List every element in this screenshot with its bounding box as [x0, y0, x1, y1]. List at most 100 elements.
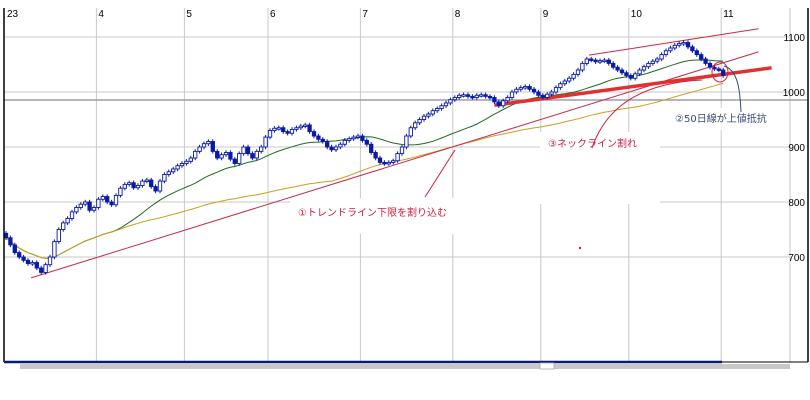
candle — [487, 95, 493, 99]
annotation-neckline-break: ③ネックライン割れ — [548, 137, 637, 150]
candle — [263, 136, 268, 148]
candle — [545, 93, 550, 98]
y-tick-label: 1000 — [783, 88, 806, 99]
moving-averages — [5, 59, 724, 259]
x-axis-labels: 23 4 5 6 7 8 9 10 11 — [7, 9, 734, 20]
candle — [558, 83, 563, 89]
candle — [206, 141, 211, 145]
candle — [540, 94, 545, 98]
neckline — [494, 66, 772, 107]
candle — [166, 171, 171, 175]
x-tick-label: 5 — [186, 9, 192, 20]
candle — [219, 154, 224, 159]
candle — [149, 179, 154, 188]
candle — [461, 94, 466, 97]
candle — [501, 100, 506, 107]
candle — [668, 47, 673, 52]
candle — [17, 252, 22, 258]
candle — [259, 146, 264, 152]
candle — [606, 59, 611, 64]
candle — [157, 180, 163, 192]
x-tick-label: 11 — [723, 9, 734, 20]
x-tick-label: 4 — [98, 9, 104, 20]
candle — [47, 256, 53, 266]
candle — [474, 94, 479, 98]
label-bg-2 — [665, 108, 777, 130]
candle — [404, 135, 409, 148]
candle — [74, 207, 79, 213]
candle — [69, 211, 75, 219]
candle — [628, 75, 633, 79]
candle — [241, 146, 246, 155]
candle — [690, 46, 695, 52]
candle — [307, 124, 312, 133]
candle — [272, 127, 277, 131]
candle — [395, 153, 400, 162]
y-tick-label: 800 — [788, 198, 805, 209]
candle — [716, 68, 721, 71]
candle — [655, 58, 660, 62]
x-tick-label: 9 — [543, 9, 549, 20]
candle — [514, 88, 519, 93]
candle — [672, 44, 677, 49]
x-tick-label: 6 — [270, 9, 276, 20]
candle — [593, 59, 598, 63]
candle — [232, 158, 237, 164]
candle — [100, 196, 105, 200]
candle — [575, 69, 581, 75]
candle — [201, 143, 207, 148]
candle — [611, 62, 616, 68]
candle — [303, 124, 308, 127]
candle — [113, 194, 119, 206]
trend-lines — [30, 28, 772, 279]
candle — [329, 146, 334, 151]
candle — [584, 58, 589, 64]
scrollbar-thumb[interactable] — [539, 362, 555, 370]
candlesticks — [3, 40, 726, 275]
candle — [509, 91, 515, 98]
candle — [523, 86, 528, 89]
candle — [448, 99, 453, 104]
candle — [179, 163, 185, 167]
candle — [171, 168, 176, 173]
label-bg-1 — [290, 198, 540, 234]
channel-upper — [588, 28, 759, 56]
candle — [382, 161, 387, 165]
y-tick-label: 900 — [788, 143, 805, 154]
trendline-lower — [30, 51, 759, 279]
x-tick-label: 8 — [455, 9, 461, 20]
candle — [56, 229, 61, 243]
candle — [399, 146, 405, 155]
candle — [580, 62, 585, 71]
candle — [707, 62, 713, 68]
candle — [65, 218, 70, 224]
candle — [421, 115, 427, 120]
candle — [549, 91, 554, 95]
candle — [377, 157, 383, 163]
candle — [78, 203, 83, 208]
candle — [131, 182, 136, 189]
candle — [417, 119, 422, 124]
candle — [197, 146, 202, 152]
candle — [562, 80, 567, 85]
annotation-trendline-break: ①トレンドライン下限を割り込む — [298, 206, 447, 219]
candle — [316, 135, 321, 140]
candle — [369, 143, 374, 153]
candle — [91, 207, 97, 211]
candle — [135, 185, 141, 189]
horizontal-scrollbar[interactable] — [20, 364, 790, 369]
candle — [624, 72, 629, 76]
candle — [553, 87, 559, 93]
candle — [52, 241, 57, 258]
candle — [347, 138, 352, 141]
candle — [162, 174, 167, 182]
candle — [571, 73, 576, 79]
candle — [663, 50, 669, 56]
candle — [281, 127, 286, 133]
candle — [25, 259, 31, 265]
candle — [430, 110, 435, 115]
candle — [320, 138, 325, 142]
candle — [694, 50, 699, 56]
candle — [289, 128, 295, 134]
candle — [703, 58, 708, 64]
